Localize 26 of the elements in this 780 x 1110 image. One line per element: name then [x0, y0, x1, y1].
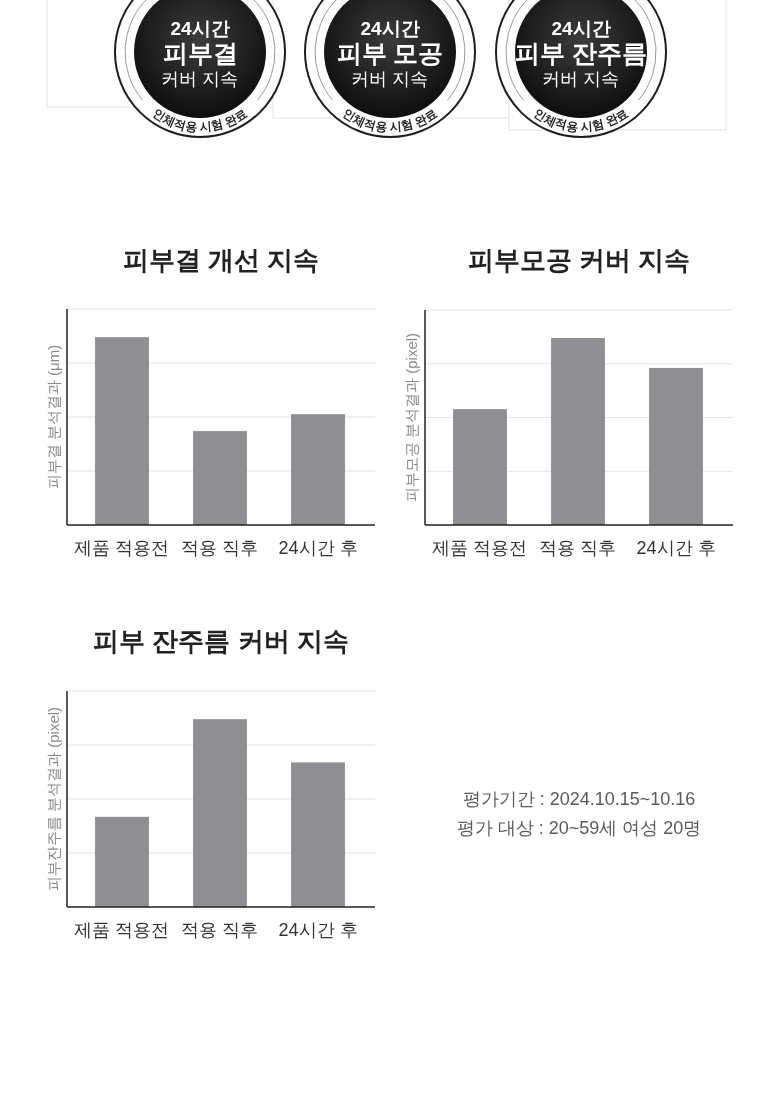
- text: 커버 지속: [542, 69, 620, 89]
- x-tick-label: 적용 직후: [539, 538, 617, 558]
- text: 24시간: [360, 17, 420, 39]
- chart-title: 피부 잔주름 커버 지속: [93, 626, 349, 656]
- text: 피부결: [162, 39, 238, 67]
- x-tick-label: 제품 적용전: [432, 538, 528, 558]
- x-tick-label: 제품 적용전: [74, 920, 170, 940]
- chart-title: 피부결 개선 지속: [122, 245, 320, 275]
- x-tick-label: 적용 직후: [181, 538, 259, 558]
- x-tick-label: 24시간 후: [636, 538, 716, 558]
- x-tick-label: 24시간 후: [278, 538, 358, 558]
- text: 평가 대상 : 20~59세 여성 20명: [456, 817, 702, 838]
- y-axis-title: 피부결 분석결과 (μm): [44, 344, 62, 490]
- text: 피부 잔주름: [515, 39, 647, 67]
- y-axis-title: 피부모공 분석결과 (pixel): [402, 332, 420, 503]
- text: 24시간: [170, 17, 230, 39]
- text: 피부 모공: [336, 39, 444, 67]
- text: 커버 지속: [161, 69, 239, 89]
- x-tick-label: 제품 적용전: [74, 538, 170, 558]
- text: 24시간: [551, 17, 611, 39]
- chart-title: 피부모공 커버 지속: [467, 245, 691, 275]
- text: 커버 지속: [351, 69, 429, 89]
- text: 평가기간 : 2024.10.15~10.16: [462, 789, 696, 809]
- x-tick-label: 24시간 후: [278, 920, 358, 940]
- y-axis-title: 피부잔주름 분석결과 (pixel): [44, 706, 62, 892]
- x-tick-label: 적용 직후: [181, 920, 259, 940]
